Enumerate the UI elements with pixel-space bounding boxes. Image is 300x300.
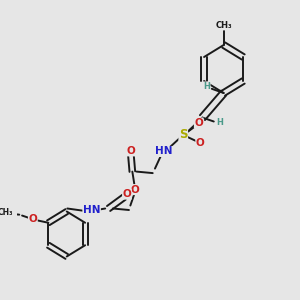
- Text: O: O: [194, 118, 203, 128]
- Text: O: O: [123, 189, 131, 199]
- Text: HN: HN: [83, 205, 101, 215]
- Text: O: O: [127, 146, 135, 156]
- Text: CH₃: CH₃: [215, 21, 232, 30]
- Text: H: H: [216, 118, 223, 127]
- Text: O: O: [28, 214, 37, 224]
- Text: S: S: [179, 128, 188, 142]
- Text: CH₃: CH₃: [0, 208, 14, 217]
- Text: H: H: [203, 82, 210, 91]
- Text: HN: HN: [155, 146, 173, 157]
- Text: O: O: [196, 138, 205, 148]
- Text: O: O: [130, 184, 139, 195]
